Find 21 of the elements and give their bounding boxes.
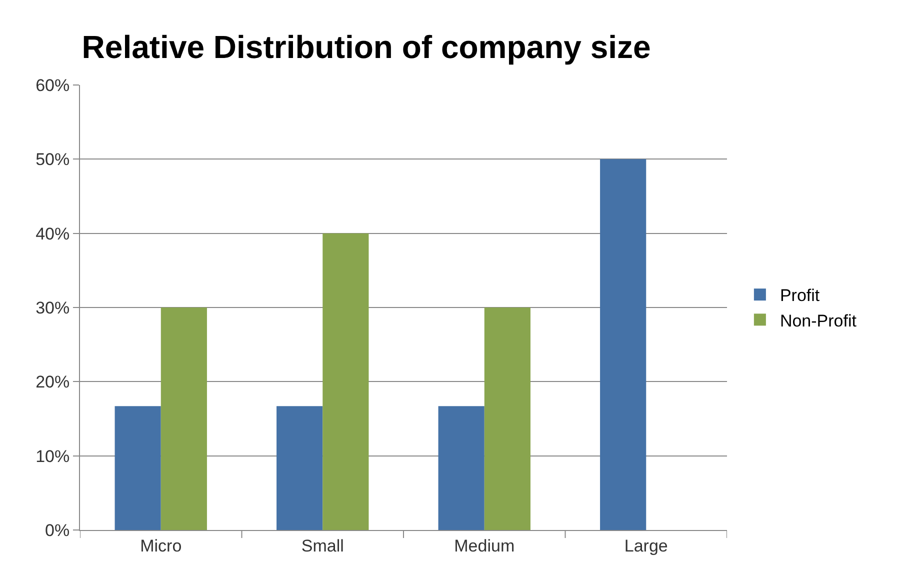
x-tick-label: Medium [454,536,515,556]
bar [322,233,369,530]
bar [160,308,207,530]
bar [276,406,323,530]
bar [600,159,646,530]
legend-label: Non-Profit [780,311,857,330]
y-tick-label: 20% [36,372,70,392]
y-tick-label: 40% [36,224,70,244]
bar [114,406,161,530]
y-tick-label: 10% [36,446,70,466]
y-tick-label: 30% [36,298,70,318]
y-tick-label: 0% [45,520,70,540]
y-tick-label: 50% [36,150,70,170]
bar [438,406,484,530]
bar [484,308,530,530]
y-tick-label: 60% [36,76,70,95]
legend-label: Profit [780,286,820,306]
x-tick-label: Small [301,536,344,556]
x-tick-label: Large [624,536,668,556]
x-tick-label: Micro [140,536,182,556]
chart-title: Relative Distribution of company size [82,29,651,66]
